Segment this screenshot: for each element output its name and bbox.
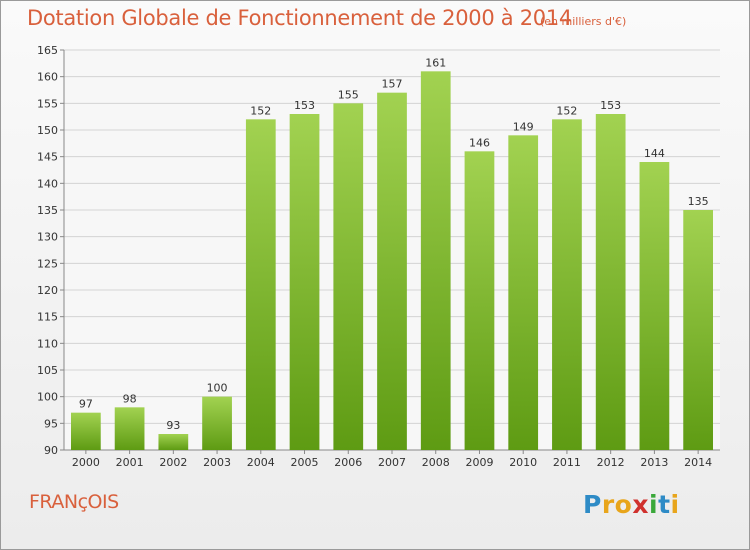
bar	[639, 162, 670, 450]
x-tick-label: 2009	[465, 456, 493, 469]
x-tick-label: 2014	[684, 456, 712, 469]
bar-value-label: 155	[338, 88, 359, 101]
bar	[202, 396, 232, 450]
x-tick-label: 2004	[247, 456, 275, 469]
bar	[595, 114, 626, 450]
x-tick-label: 2000	[72, 456, 100, 469]
bar	[70, 412, 101, 450]
y-tick-label: 100	[37, 391, 58, 404]
bar-value-label: 100	[207, 382, 228, 395]
bar-value-label: 146	[469, 136, 490, 149]
bar	[552, 119, 582, 450]
x-tick-label: 2013	[640, 456, 668, 469]
logo-letter: i	[649, 490, 659, 519]
bar	[114, 407, 145, 450]
logo-letter: P	[583, 490, 602, 519]
bar-value-label: 157	[382, 78, 403, 91]
x-tick-label: 2008	[422, 456, 450, 469]
chart-subtitle: (en milliers d'€)	[540, 15, 627, 28]
y-tick-label: 145	[37, 151, 58, 164]
bar-value-label: 161	[425, 56, 446, 69]
y-tick-label: 95	[44, 417, 58, 430]
bar-value-label: 152	[250, 104, 271, 117]
bar	[683, 210, 714, 450]
y-tick-label: 140	[37, 177, 58, 190]
y-tick-label: 135	[37, 204, 58, 217]
bar-value-label: 153	[294, 99, 315, 112]
y-tick-label: 90	[44, 444, 58, 457]
x-tick-label: 2010	[509, 456, 537, 469]
y-tick-label: 115	[37, 311, 58, 324]
y-tick-label: 125	[37, 257, 58, 270]
x-tick-label: 2012	[597, 456, 625, 469]
bar-value-label: 98	[123, 392, 137, 405]
bar-value-label: 149	[513, 120, 534, 133]
x-tick-label: 2007	[378, 456, 406, 469]
bar	[333, 103, 364, 450]
proxiti-logo[interactable]: Proxiti	[583, 490, 680, 519]
x-tick-label: 2005	[291, 456, 319, 469]
logo-letter: t	[658, 490, 671, 519]
bar	[420, 71, 451, 450]
x-tick-label: 2001	[116, 456, 144, 469]
x-tick-label: 2003	[203, 456, 231, 469]
y-tick-label: 165	[37, 44, 58, 57]
x-tick-label: 2006	[334, 456, 362, 469]
y-tick-label: 120	[37, 284, 58, 297]
chart-title: Dotation Globale de Fonctionnement de 20…	[27, 6, 572, 30]
bar	[158, 434, 189, 450]
bar-value-label: 93	[166, 419, 180, 432]
y-tick-label: 110	[37, 337, 58, 350]
y-tick-label: 160	[37, 71, 58, 84]
bar	[245, 119, 276, 450]
bar	[464, 151, 495, 451]
logo-letter: r	[601, 490, 615, 519]
bar	[289, 114, 320, 450]
commune-name: FRANçOIS	[29, 491, 119, 513]
bar-value-label: 152	[556, 104, 577, 117]
x-tick-label: 2002	[159, 456, 187, 469]
bar-value-label: 153	[600, 99, 621, 112]
bar	[508, 135, 539, 451]
logo-letter: o	[614, 490, 633, 519]
bar-value-label: 135	[688, 195, 709, 208]
logo-letter: x	[632, 490, 649, 519]
y-tick-label: 150	[37, 124, 58, 137]
x-tick-label: 2011	[553, 456, 581, 469]
y-tick-label: 105	[37, 364, 58, 377]
y-tick-label: 155	[37, 97, 58, 110]
bar-value-label: 97	[79, 398, 93, 411]
logo-letter: i	[670, 490, 680, 519]
bar-value-label: 144	[644, 147, 665, 160]
bar	[377, 92, 407, 451]
y-tick-label: 130	[37, 231, 58, 244]
